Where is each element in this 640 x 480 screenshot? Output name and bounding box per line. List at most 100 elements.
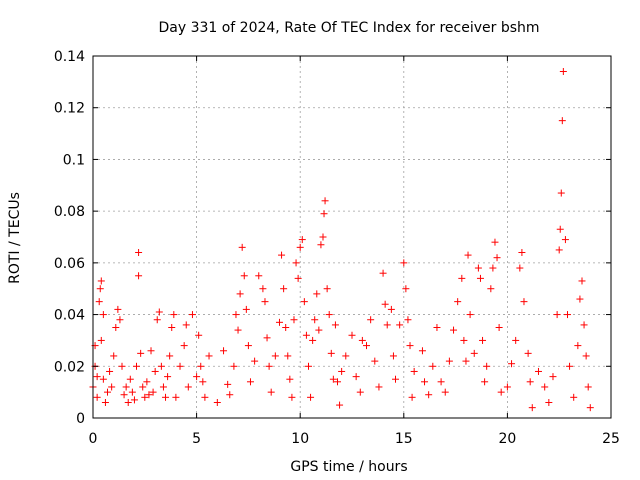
data-point <box>574 342 582 350</box>
data-point <box>232 311 240 319</box>
data-point <box>578 277 586 285</box>
data-point <box>108 383 116 391</box>
data-point <box>288 393 296 401</box>
data-point <box>358 336 366 344</box>
y-tick-label: 0.06 <box>54 256 85 272</box>
data-point <box>317 241 325 249</box>
data-points-layer <box>89 68 594 412</box>
data-point <box>418 347 426 355</box>
data-point <box>526 378 534 386</box>
data-point <box>143 378 151 386</box>
data-point <box>363 342 371 350</box>
data-point <box>336 401 344 409</box>
data-point <box>458 274 466 282</box>
data-point <box>304 362 312 370</box>
data-point <box>524 349 532 357</box>
data-point <box>141 393 149 401</box>
data-point <box>188 311 196 319</box>
data-point <box>201 393 209 401</box>
data-point <box>325 311 333 319</box>
data-point <box>172 393 180 401</box>
data-point <box>437 378 445 386</box>
data-point <box>307 393 315 401</box>
data-point <box>497 388 505 396</box>
data-point <box>464 251 472 259</box>
x-tick-label: 10 <box>291 431 309 447</box>
data-point <box>126 375 134 383</box>
data-point <box>493 254 501 262</box>
x-tick-label: 5 <box>192 431 201 447</box>
data-point <box>240 272 248 280</box>
x-tick-label: 15 <box>395 431 413 447</box>
data-point <box>556 225 564 233</box>
data-point <box>93 393 101 401</box>
data-point <box>541 383 549 391</box>
data-point <box>284 352 292 360</box>
data-point <box>555 246 563 254</box>
x-tick-label: 25 <box>602 431 620 447</box>
data-point <box>450 326 458 334</box>
data-point <box>375 383 383 391</box>
data-point <box>503 383 511 391</box>
data-point <box>151 367 159 375</box>
data-point <box>584 383 592 391</box>
data-point <box>99 311 107 319</box>
data-point <box>164 373 172 381</box>
chart-title: Day 331 of 2024, Rate Of TEC Index for r… <box>158 20 539 36</box>
data-point <box>118 362 126 370</box>
data-point <box>162 393 170 401</box>
data-point <box>135 249 143 257</box>
data-point <box>408 393 416 401</box>
data-point <box>313 290 321 298</box>
data-point <box>153 316 161 324</box>
data-point <box>197 362 205 370</box>
data-point <box>528 404 536 412</box>
data-point <box>242 305 250 313</box>
data-point <box>147 347 155 355</box>
data-point <box>518 249 526 257</box>
x-axis-label: GPS time / hours <box>290 459 407 475</box>
data-point <box>292 259 300 267</box>
data-point <box>441 388 449 396</box>
data-point <box>265 362 273 370</box>
data-point <box>176 362 184 370</box>
data-point <box>182 321 190 329</box>
data-point <box>263 334 271 342</box>
data-point <box>166 352 174 360</box>
data-point <box>159 383 167 391</box>
y-tick-label: 0.02 <box>54 359 85 375</box>
data-point <box>213 398 221 406</box>
data-point <box>199 378 207 386</box>
data-point <box>97 277 105 285</box>
data-point <box>553 311 561 319</box>
data-point <box>479 336 487 344</box>
data-point <box>460 336 468 344</box>
data-point <box>220 347 228 355</box>
y-axis-label: ROTI / TECUs <box>7 192 23 284</box>
data-point <box>124 398 132 406</box>
data-point <box>280 285 288 293</box>
data-point <box>323 285 331 293</box>
y-tick-label: 0 <box>76 411 85 427</box>
data-point <box>101 398 109 406</box>
data-point <box>149 388 157 396</box>
data-point <box>356 388 364 396</box>
y-tick-label: 0.08 <box>54 204 85 220</box>
data-point <box>559 68 567 76</box>
data-point <box>184 383 192 391</box>
data-point <box>319 233 327 241</box>
data-point <box>545 398 553 406</box>
data-point <box>267 388 275 396</box>
y-tick-label: 0.14 <box>54 49 85 65</box>
data-point <box>487 285 495 293</box>
data-point <box>137 349 145 357</box>
data-point <box>114 305 122 313</box>
data-point <box>483 362 491 370</box>
data-point <box>195 331 203 339</box>
data-point <box>97 336 105 344</box>
data-point <box>296 243 304 251</box>
data-point <box>558 117 566 125</box>
data-point <box>495 324 503 331</box>
y-tick-label: 0.12 <box>54 101 85 117</box>
